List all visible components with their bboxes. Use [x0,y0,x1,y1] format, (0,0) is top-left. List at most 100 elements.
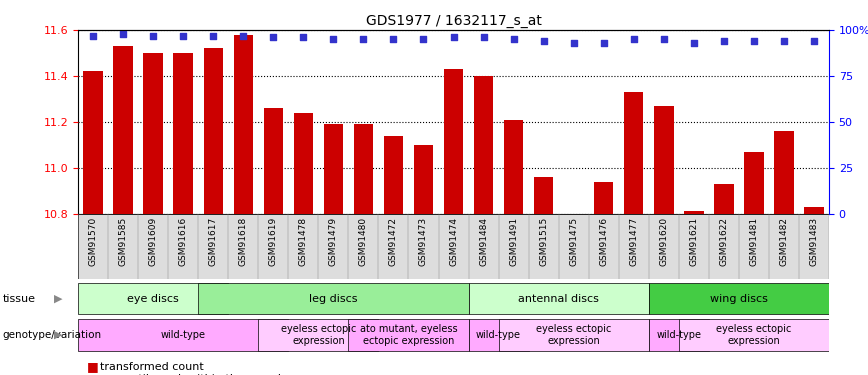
Text: GSM91491: GSM91491 [510,217,518,266]
Point [207,33,220,39]
Point [236,33,250,39]
Point [507,36,521,42]
Bar [203,48,223,214]
Text: GSM91483: GSM91483 [810,217,819,266]
Bar [469,283,648,314]
Bar [684,211,704,214]
Text: GSM91620: GSM91620 [660,217,668,266]
Bar [259,319,378,351]
Bar [503,120,523,214]
Bar [444,69,464,214]
Bar [114,46,133,214]
Text: GSM91474: GSM91474 [449,217,458,266]
Point [746,38,760,44]
Bar [233,34,253,214]
Text: GSM91621: GSM91621 [689,217,698,266]
Text: ■: ■ [87,360,99,373]
Point [717,38,731,44]
Bar [348,319,469,351]
Point [477,34,490,40]
Text: GSM91619: GSM91619 [269,217,278,266]
Text: GSM91515: GSM91515 [539,217,548,266]
Bar [498,319,648,351]
Bar [714,184,733,214]
Bar [679,319,829,351]
Text: wing discs: wing discs [710,294,768,303]
Point [417,36,431,42]
Point [807,38,821,44]
Text: GSM91609: GSM91609 [148,217,158,266]
Bar [198,283,469,314]
Text: GSM91618: GSM91618 [239,217,247,266]
Text: ▶: ▶ [54,330,62,340]
Text: eyeless ectopic
expression: eyeless ectopic expression [280,324,356,346]
Text: GSM91477: GSM91477 [629,217,638,266]
Text: GSM91476: GSM91476 [599,217,608,266]
Point [536,38,550,44]
Point [266,34,280,40]
Bar [293,112,313,214]
Point [86,33,100,39]
Text: percentile rank within the sample: percentile rank within the sample [100,374,287,375]
Text: transformed count: transformed count [100,362,204,372]
Text: GSM91473: GSM91473 [419,217,428,266]
Point [446,34,460,40]
Bar [384,136,404,214]
Text: genotype/variation: genotype/variation [3,330,102,340]
Bar [804,207,824,214]
Bar [654,106,674,214]
Text: eyeless ectopic
expression: eyeless ectopic expression [716,324,792,346]
Text: GSM91622: GSM91622 [720,217,728,266]
Point [146,33,160,39]
Bar [534,177,554,214]
Text: GSM91478: GSM91478 [299,217,308,266]
Point [627,36,641,42]
Text: tissue: tissue [3,294,36,303]
Point [597,40,611,46]
Text: GSM91481: GSM91481 [749,217,759,266]
Bar [264,108,283,214]
Bar [774,131,793,214]
Point [386,36,400,42]
Text: GSM91616: GSM91616 [179,217,187,266]
Bar [143,53,163,214]
Bar [353,124,373,214]
Text: eye discs: eye discs [128,294,179,303]
Text: wild-type: wild-type [161,330,206,340]
Text: ■: ■ [87,373,99,375]
Point [116,31,130,37]
Bar [744,152,764,214]
Title: GDS1977 / 1632117_s_at: GDS1977 / 1632117_s_at [365,13,542,28]
Text: ▶: ▶ [54,294,62,303]
Text: GSM91479: GSM91479 [329,217,338,266]
Text: eyeless ectopic
expression: eyeless ectopic expression [536,324,611,346]
Bar [624,92,643,214]
Point [296,34,310,40]
Text: GSM91484: GSM91484 [479,217,488,266]
Point [176,33,190,39]
Bar [469,319,529,351]
Point [657,36,671,42]
Bar [324,124,343,214]
Text: leg discs: leg discs [309,294,358,303]
Bar [83,71,103,214]
Text: GSM91617: GSM91617 [209,217,218,266]
Bar [594,182,614,214]
Text: GSM91472: GSM91472 [389,217,398,266]
Text: GSM91570: GSM91570 [89,217,97,266]
Text: antennal discs: antennal discs [518,294,599,303]
Point [777,38,791,44]
Text: GSM91475: GSM91475 [569,217,578,266]
Text: wild-type: wild-type [476,330,521,340]
Bar [78,283,228,314]
Point [326,36,340,42]
Bar [648,283,829,314]
Text: ato mutant, eyeless
ectopic expression: ato mutant, eyeless ectopic expression [359,324,457,346]
Bar [78,214,829,279]
Bar [474,76,493,214]
Text: GSM91480: GSM91480 [359,217,368,266]
Point [357,36,371,42]
Bar [174,53,193,214]
Bar [78,319,288,351]
Point [687,40,700,46]
